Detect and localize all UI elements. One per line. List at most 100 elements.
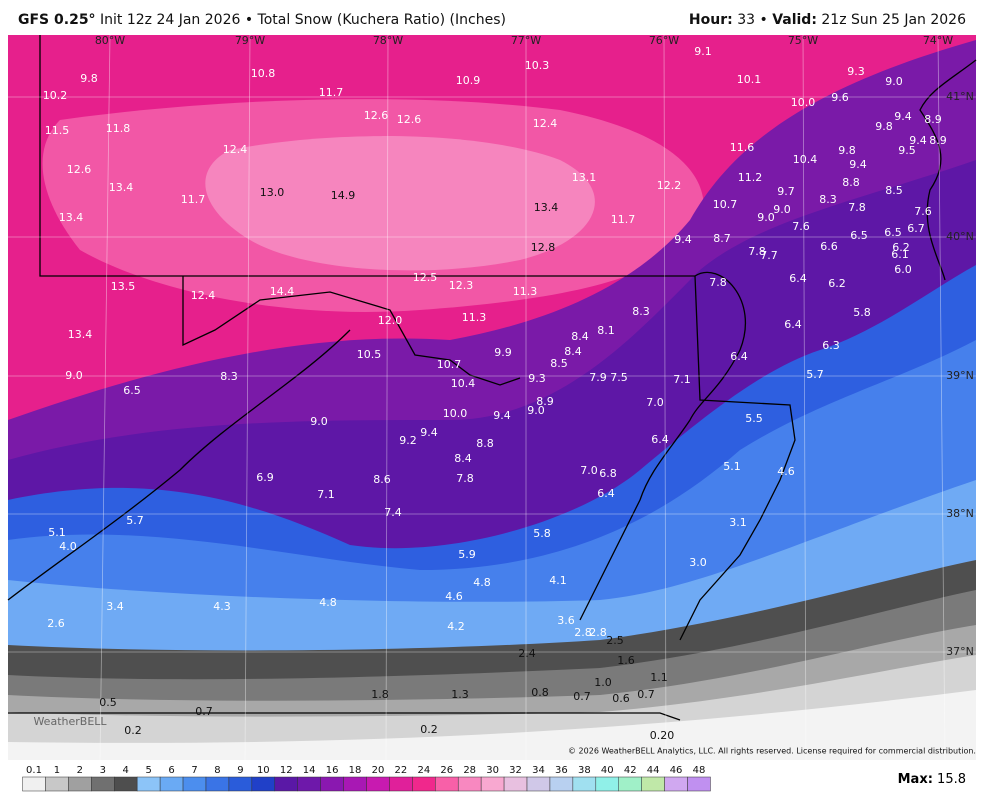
snow-label: 9.6 xyxy=(831,91,849,104)
colorbar-tick-label: 5 xyxy=(145,765,151,776)
colorbar-tick-label: 9 xyxy=(237,765,243,776)
copyright: © 2026 WeatherBELL Analytics, LLC. All r… xyxy=(568,747,976,756)
snow-label: 6.4 xyxy=(789,272,807,285)
color-cell xyxy=(412,776,436,792)
snow-label: 7.8 xyxy=(709,276,727,289)
snow-label: 2.5 xyxy=(606,634,624,647)
latitude-label: 40°N xyxy=(946,230,974,243)
snow-label: 9.4 xyxy=(420,426,438,439)
snow-label: 14.4 xyxy=(270,285,295,298)
snow-label: 0.20 xyxy=(650,729,675,742)
snow-label: 0.5 xyxy=(99,696,117,709)
color-cell xyxy=(205,776,230,792)
longitude-label: 76°W xyxy=(649,34,679,47)
snow-label: 6.5 xyxy=(884,226,902,239)
snow-label: 1.3 xyxy=(451,688,469,701)
color-cell xyxy=(435,776,459,792)
color-cell xyxy=(687,776,711,792)
latitude-label: 39°N xyxy=(946,369,974,382)
longitude-label: 79°W xyxy=(235,34,265,47)
color-cell xyxy=(91,776,115,792)
snow-label: 5.8 xyxy=(853,306,871,319)
snow-label: 11.2 xyxy=(738,171,763,184)
snow-label: 5.9 xyxy=(458,548,476,561)
colorbar-tick-label: 0.1 xyxy=(26,765,42,776)
colorbar-tick-label: 4 xyxy=(123,765,129,776)
color-cell xyxy=(618,776,642,792)
snow-label: 9.0 xyxy=(885,75,903,88)
snow-label: 3.6 xyxy=(557,614,575,627)
snow-label: 9.4 xyxy=(894,110,912,123)
snow-label: 9.3 xyxy=(528,372,546,385)
snow-label: 6.0 xyxy=(894,263,912,276)
colorbar-tick-label: 28 xyxy=(463,765,476,776)
bay xyxy=(579,271,746,621)
snow-label: 9.0 xyxy=(527,404,545,417)
snow-label: 13.4 xyxy=(534,201,559,214)
longitude-label: 77°W xyxy=(511,34,541,47)
snow-label: 11.7 xyxy=(319,86,344,99)
state-border xyxy=(39,35,695,277)
max-label: Max: xyxy=(897,772,933,787)
color-cell xyxy=(297,776,321,792)
snow-label: 7.8 xyxy=(748,245,766,258)
snow-label: 1.8 xyxy=(371,688,389,701)
snow-label: 6.4 xyxy=(730,350,748,363)
longitude-label: 80°W xyxy=(95,34,125,47)
snow-label: 8.4 xyxy=(571,330,589,343)
colorbar-tick-label: 16 xyxy=(326,765,339,776)
snow-label: 6.2 xyxy=(828,277,846,290)
snow-label: 10.2 xyxy=(43,89,68,102)
snow-label: 7.6 xyxy=(914,205,932,218)
snow-label: 9.5 xyxy=(898,144,916,157)
color-cell xyxy=(136,776,161,792)
snow-label: 0.8 xyxy=(531,686,549,699)
snow-label: 7.8 xyxy=(456,472,474,485)
snow-label: 7.9 xyxy=(589,371,607,384)
snow-label: 1.1 xyxy=(650,671,668,684)
snow-label: 9.4 xyxy=(493,409,511,422)
snow-label: 6.9 xyxy=(256,471,274,484)
borders xyxy=(7,35,977,721)
colorbar-tick-label: 36 xyxy=(555,765,568,776)
snow-label: 8.3 xyxy=(632,305,650,318)
snow-label: 7.0 xyxy=(646,396,664,409)
snow-label: 5.5 xyxy=(745,412,763,425)
snow-label: 8.1 xyxy=(597,324,615,337)
snow-label: 10.0 xyxy=(443,407,468,420)
snow-label: 3.0 xyxy=(689,556,707,569)
colorbar-tick-label: 46 xyxy=(670,765,683,776)
snow-label: 8.4 xyxy=(454,452,472,465)
colorbar-tick-label: 1 xyxy=(54,765,60,776)
band-light-pink xyxy=(205,136,595,271)
snow-label: 12.5 xyxy=(413,271,438,284)
color-cell xyxy=(320,776,344,792)
snow-label: 9.4 xyxy=(849,158,867,171)
snow-label: 11.8 xyxy=(106,122,131,135)
snow-label: 9.0 xyxy=(757,211,775,224)
snow-label: 4.1 xyxy=(549,574,567,587)
colorbar-tick-label: 3 xyxy=(100,765,106,776)
max: Max: 15.8 xyxy=(898,772,966,787)
snow-label: 9.3 xyxy=(847,65,865,78)
snow-label: 3.4 xyxy=(106,600,124,613)
map: WeatherBELL © 2026 WeatherBELL Analytics… xyxy=(7,34,977,760)
meridians xyxy=(99,34,946,760)
snow-label: 12.4 xyxy=(533,117,558,130)
colorbar-tick-label: 7 xyxy=(191,765,197,776)
snow-label: 10.0 xyxy=(791,96,816,109)
graticule xyxy=(8,34,976,760)
snow-label: 11.7 xyxy=(611,213,636,226)
color-cell xyxy=(480,776,505,792)
colorbar-tick-label: 24 xyxy=(417,765,430,776)
colorbar-tick-label: 48 xyxy=(693,765,706,776)
snow-label: 8.9 xyxy=(924,113,942,126)
snow-label: 7.1 xyxy=(673,373,691,386)
snow-label: 4.3 xyxy=(213,600,231,613)
color-cell xyxy=(182,776,207,792)
header: GFS 0.25° Init 12z 24 Jan 2026 • Total S… xyxy=(0,0,984,34)
snow-label: 12.6 xyxy=(397,113,422,126)
snow-label: 8.6 xyxy=(373,473,391,486)
snow-label: 0.2 xyxy=(420,723,438,736)
